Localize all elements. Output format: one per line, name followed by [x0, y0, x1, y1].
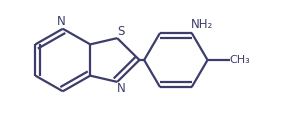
Text: N: N — [117, 82, 126, 95]
Text: S: S — [118, 25, 125, 38]
Text: N: N — [56, 15, 65, 28]
Text: CH₃: CH₃ — [229, 55, 250, 65]
Text: NH₂: NH₂ — [190, 18, 213, 31]
